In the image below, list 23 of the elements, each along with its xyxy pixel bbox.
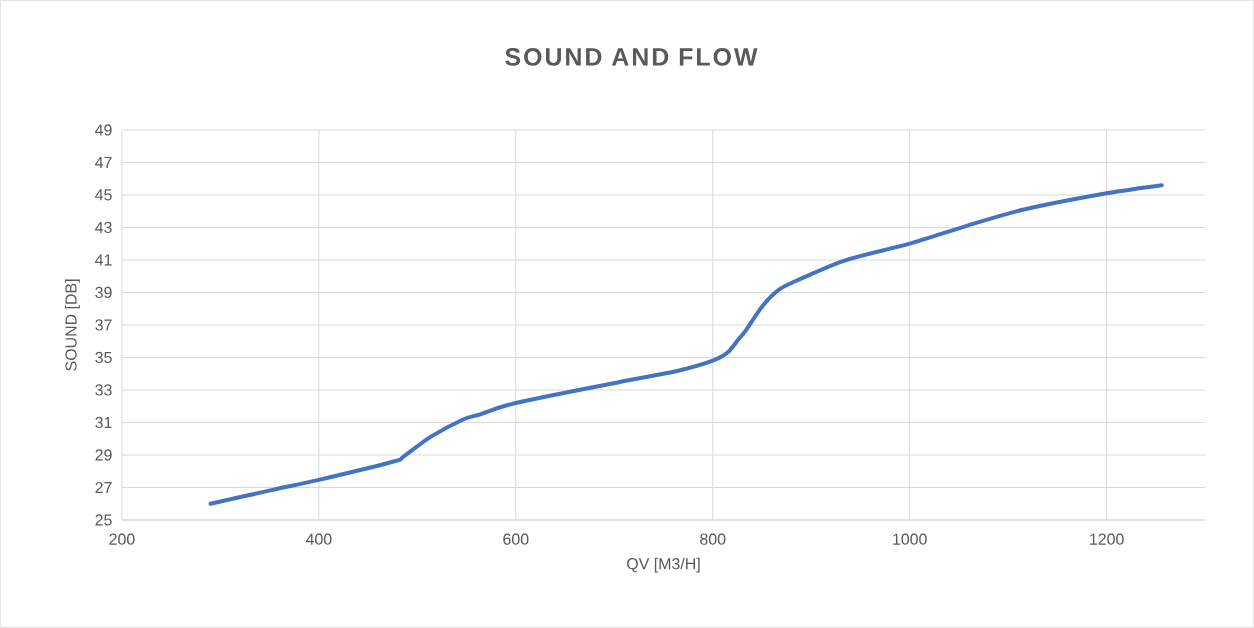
y-tick-label: 27: [95, 481, 112, 494]
y-tick-label: 35: [95, 351, 112, 364]
y-tick-label: 39: [95, 286, 112, 299]
y-tick-label: 31: [95, 416, 112, 429]
y-tick-label: 49: [95, 124, 112, 136]
x-tick-label: 200: [109, 533, 135, 545]
chart-title: SOUND AND FLOW: [505, 48, 758, 66]
y-tick-label: 43: [95, 221, 112, 234]
y-tick-label: 45: [95, 189, 112, 201]
y-axis-title: SOUND [DB]: [64, 279, 80, 371]
y-tick-label: 41: [95, 254, 112, 266]
y-tick-label: 47: [95, 156, 112, 168]
x-tick-label: 400: [305, 533, 332, 545]
x-tick-label: 600: [503, 533, 529, 545]
x-tick-label: 1200: [1090, 533, 1124, 545]
y-tick-label: 25: [95, 514, 112, 526]
x-axis-title: QV [M3/H]: [627, 557, 700, 573]
y-tick-label: 33: [95, 384, 112, 396]
y-tick-label: 29: [95, 449, 112, 461]
line-series: [208, 183, 1164, 506]
x-tick-label: 1000: [893, 533, 927, 545]
x-tick-label: 800: [700, 533, 726, 545]
y-tick-label: 37: [95, 319, 112, 331]
